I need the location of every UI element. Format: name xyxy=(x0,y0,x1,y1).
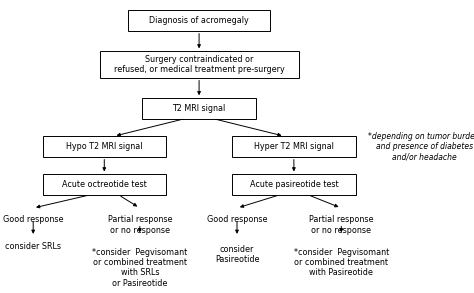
Text: Acute octreotide test: Acute octreotide test xyxy=(62,180,146,189)
FancyBboxPatch shape xyxy=(232,136,356,157)
Text: *consider  Pegvisomant
or combined treatment
with SRLs
or Pasireotide: *consider Pegvisomant or combined treatm… xyxy=(92,248,187,288)
FancyBboxPatch shape xyxy=(43,174,166,195)
Text: Acute pasireotide test: Acute pasireotide test xyxy=(250,180,338,189)
Text: Good response: Good response xyxy=(207,215,267,224)
Text: Partial response
or no response: Partial response or no response xyxy=(108,215,172,235)
Text: Hyper T2 MRI signal: Hyper T2 MRI signal xyxy=(254,142,334,151)
FancyBboxPatch shape xyxy=(142,98,256,119)
FancyBboxPatch shape xyxy=(128,10,270,31)
Text: Diagnosis of acromegaly: Diagnosis of acromegaly xyxy=(149,16,249,25)
Text: consider
Pasireotide: consider Pasireotide xyxy=(215,245,259,264)
Text: T2 MRI signal: T2 MRI signal xyxy=(173,104,226,113)
FancyBboxPatch shape xyxy=(100,51,299,78)
FancyBboxPatch shape xyxy=(232,174,356,195)
Text: consider SRLs: consider SRLs xyxy=(5,242,61,251)
Text: *consider  Pegvisomant
or combined treatment
with Pasireotide: *consider Pegvisomant or combined treatm… xyxy=(294,248,389,277)
Text: *depending on tumor burden
and presence of diabetes
and/or headache: *depending on tumor burden and presence … xyxy=(368,132,474,161)
Text: Partial response
or no response: Partial response or no response xyxy=(309,215,374,235)
Text: Surgery contraindicated or
refused, or medical treatment pre-surgery: Surgery contraindicated or refused, or m… xyxy=(114,55,284,74)
FancyBboxPatch shape xyxy=(43,136,166,157)
Text: Good response: Good response xyxy=(3,215,64,224)
Text: Hypo T2 MRI signal: Hypo T2 MRI signal xyxy=(66,142,143,151)
